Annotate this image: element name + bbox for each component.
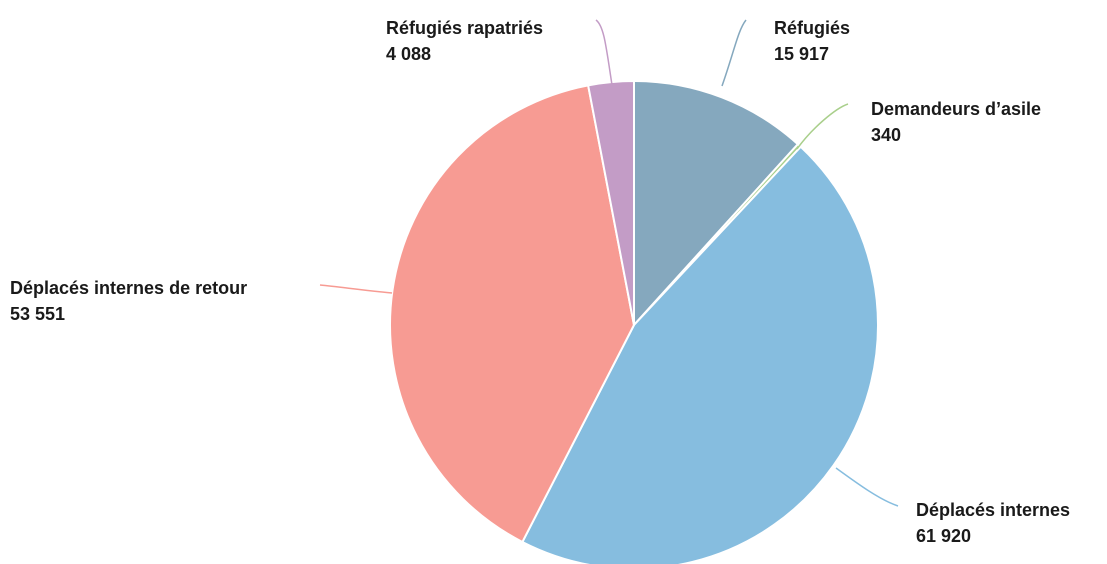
pie-slice-deplaces-internes <box>521 145 879 564</box>
slice-value-deplaces-internes: 61 920 <box>916 526 971 546</box>
pie-slice-deplaces-internes-de-retour <box>389 84 636 544</box>
slice-label-demandeurs-d-asile: Demandeurs d’asile <box>871 99 1041 119</box>
slice-label-deplaces-internes: Déplacés internes <box>916 500 1070 520</box>
leader-line-deplaces-internes <box>835 467 899 507</box>
leader-line-demandeurs-d-asile <box>796 103 849 150</box>
slice-label-deplaces-internes-de-retour: Déplacés internes de retour <box>10 278 247 298</box>
leader-line-refugies-rapatries <box>595 19 613 86</box>
labels-layer: Réfugiés 15 917 Demandeurs d’asile 340 Dépla… <box>10 18 1070 546</box>
leader-line-deplaces-internes-de-retour <box>319 284 393 294</box>
slice-value-demandeurs-d-asile: 340 <box>871 125 901 145</box>
pie-slice-refugies <box>633 79 800 328</box>
slice-value-deplaces-internes-de-retour: 53 551 <box>10 304 65 324</box>
slice-label-refugies-rapatries: Réfugiés rapatriés <box>386 18 543 38</box>
leader-line-refugies <box>721 19 747 87</box>
slice-value-refugies-rapatries: 4 088 <box>386 44 431 64</box>
leader-lines-layer <box>319 19 899 507</box>
slice-label-refugies: Réfugiés <box>774 18 850 38</box>
slices-layer <box>389 79 879 564</box>
slice-value-refugies: 15 917 <box>774 44 829 64</box>
